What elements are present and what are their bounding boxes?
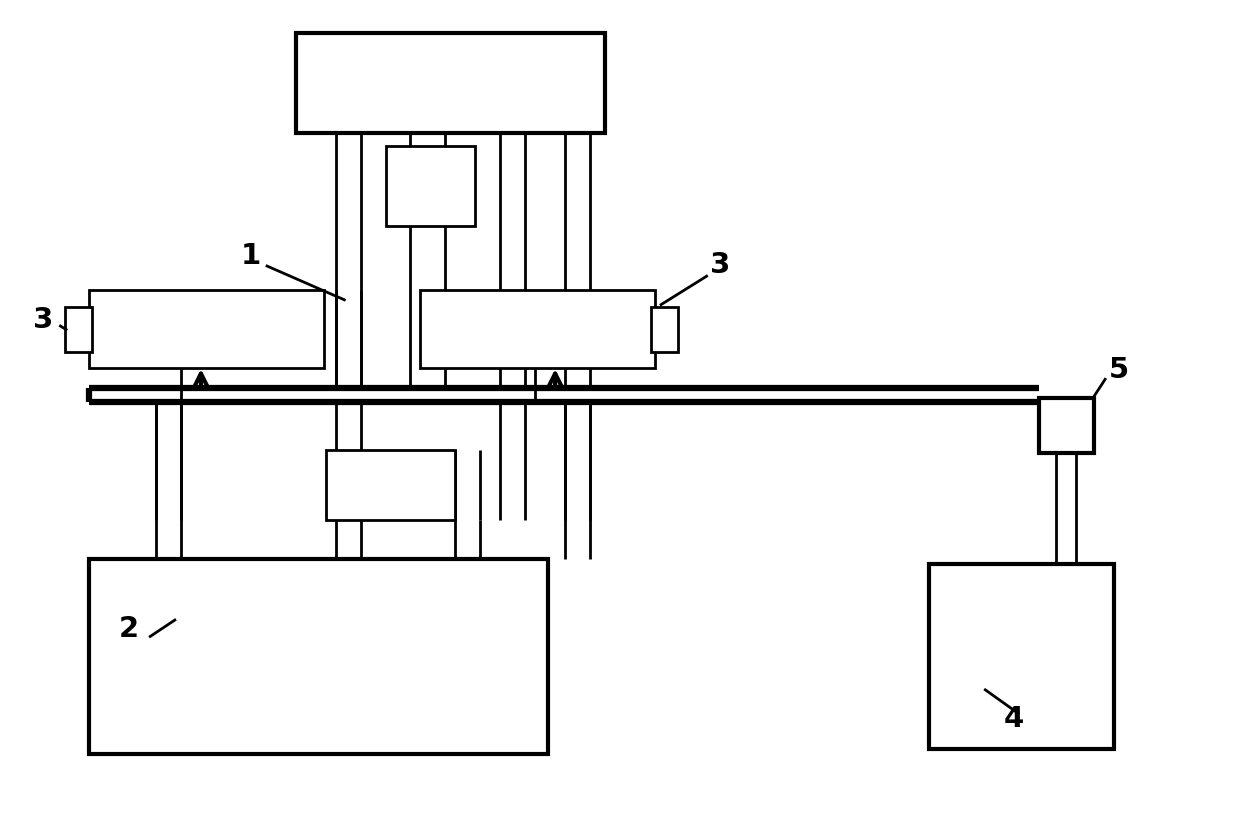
Bar <box>651 308 678 352</box>
Text: 3: 3 <box>33 306 53 335</box>
Bar <box>66 308 92 352</box>
Bar <box>326 450 455 519</box>
Bar <box>386 146 475 225</box>
Bar <box>89 559 548 754</box>
Text: 3: 3 <box>709 252 730 279</box>
Bar <box>295 33 605 133</box>
Text: 1: 1 <box>241 242 260 269</box>
Text: 2: 2 <box>119 615 139 643</box>
Bar <box>1039 398 1094 453</box>
Bar <box>420 291 655 368</box>
Bar <box>89 291 324 368</box>
Bar <box>929 564 1114 749</box>
Text: 4: 4 <box>1004 705 1024 733</box>
Text: 5: 5 <box>1109 357 1128 384</box>
